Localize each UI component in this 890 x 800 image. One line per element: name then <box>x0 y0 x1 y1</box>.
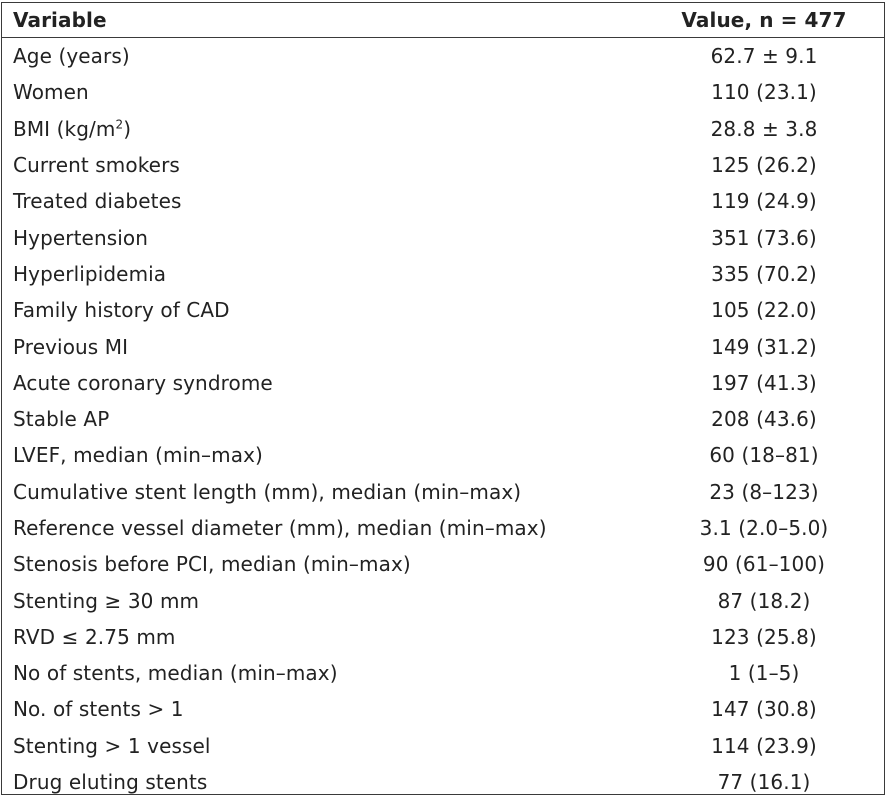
row-value: 62.7 ± 9.1 <box>710 44 818 69</box>
table-row: BMI (kg/m2) 28.8 ± 3.8 <box>2 111 884 147</box>
table-row: Cumulative stent length (mm), median (mi… <box>2 474 884 510</box>
row-value: 208 (43.6) <box>711 407 817 432</box>
row-variable: Acute coronary syndrome <box>2 365 644 401</box>
row-value: 197 (41.3) <box>711 370 817 395</box>
row-variable-text: No of stents, median (min–max) <box>13 661 338 686</box>
row-value: 3.1 (2.0–5.0) <box>699 516 829 540</box>
table-row: Hypertension 351 (73.6) <box>2 219 884 255</box>
row-variable: Hypertension <box>2 219 644 255</box>
table-row: Stable AP 208 (43.6) <box>2 401 884 437</box>
row-value: 105 (22.0) <box>711 298 817 323</box>
row-variable: Stable AP <box>2 401 644 437</box>
row-variable-superscript: 2 <box>115 117 124 132</box>
row-value: 60 (18–81) <box>709 443 819 468</box>
row-variable-text: Drug eluting stents <box>13 770 208 795</box>
row-variable-text: BMI (kg/m <box>13 116 116 141</box>
row-value: 23 (8–123) <box>709 479 819 504</box>
row-variable: Stenosis before PCI, median (min–max) <box>2 546 644 582</box>
row-variable-text: LVEF, median (min–max) <box>13 443 263 468</box>
row-variable: Age (years) <box>2 38 644 75</box>
row-value: 77 (16.1) <box>717 770 811 795</box>
row-variable-suffix: ) <box>123 116 132 141</box>
row-value: 90 (61–100) <box>702 552 826 577</box>
row-variable: BMI (kg/m2) <box>2 111 644 147</box>
table-body: Age (years) 62.7 ± 9.1 Women 110 (23.1) BMI … <box>2 38 884 800</box>
row-value: 335 (70.2) <box>711 261 817 286</box>
table-row: Acute coronary syndrome 197 (41.3) <box>2 365 884 401</box>
table-row: No. of stents > 1 147 (30.8) <box>2 691 884 727</box>
row-variable-text: Current smokers <box>13 153 180 178</box>
row-variable-text: No. of stents > 1 <box>13 697 184 722</box>
row-variable-text: Family history of CAD <box>13 298 230 323</box>
header-value: Value, n = 477 <box>644 3 884 38</box>
row-variable-text: Age (years) <box>13 44 130 69</box>
row-variable-text: Treated diabetes <box>13 189 182 214</box>
table-row: Hyperlipidemia 335 (70.2) <box>2 256 884 292</box>
table-row: Stenting ≥ 30 mm 87 (18.2) <box>2 582 884 618</box>
table-row: Reference vessel diameter (mm), median (… <box>2 510 884 546</box>
row-variable: Treated diabetes <box>2 183 644 219</box>
row-variable: Reference vessel diameter (mm), median (… <box>2 510 644 546</box>
row-variable-text: Hyperlipidemia <box>13 261 167 286</box>
table-row: Previous MI 149 (31.2) <box>2 328 884 364</box>
row-value: 87 (18.2) <box>717 588 811 613</box>
row-value: 123 (25.8) <box>711 624 817 649</box>
row-variable: Stenting ≥ 30 mm <box>2 582 644 618</box>
table-row: Age (years) 62.7 ± 9.1 <box>2 38 884 75</box>
header-variable: Variable <box>2 3 644 38</box>
row-variable: No. of stents > 1 <box>2 691 644 727</box>
table-row: Drug eluting stents 77 (16.1) <box>2 764 884 800</box>
row-variable-text: Women <box>13 80 89 105</box>
row-variable: Hyperlipidemia <box>2 256 644 292</box>
row-variable: No of stents, median (min–max) <box>2 655 644 691</box>
row-variable-text: Stenosis before PCI, median (min–max) <box>13 552 411 577</box>
baseline-characteristics-table: Variable Value, n = 477 Age (years) 62.7 … <box>2 3 884 800</box>
row-variable: LVEF, median (min–max) <box>2 437 644 473</box>
row-variable-text: Previous MI <box>13 334 129 359</box>
row-variable-text: RVD ≤ 2.75 mm <box>13 624 176 649</box>
row-variable-text: Hypertension <box>13 225 149 250</box>
table-row: RVD ≤ 2.75 mm 123 (25.8) <box>2 619 884 655</box>
table-row: Stenting > 1 vessel 114 (23.9) <box>2 728 884 764</box>
table-row: Current smokers 125 (26.2) <box>2 147 884 183</box>
table-row: Women 110 (23.1) <box>2 74 884 110</box>
row-value: 147 (30.8) <box>711 697 817 722</box>
table-row: Stenosis before PCI, median (min–max) 90 … <box>2 546 884 582</box>
table-row: Family history of CAD 105 (22.0) <box>2 292 884 328</box>
row-value: 119 (24.9) <box>711 189 817 214</box>
row-variable-text: Stenting > 1 vessel <box>13 733 211 758</box>
row-variable-text: Stable AP <box>13 407 110 432</box>
row-variable: Cumulative stent length (mm), median (mi… <box>2 474 644 510</box>
row-variable: RVD ≤ 2.75 mm <box>2 619 644 655</box>
row-value: 1 (1–5) <box>728 661 800 686</box>
row-variable: Previous MI <box>2 328 644 364</box>
row-value: 351 (73.6) <box>711 225 817 250</box>
table-row: No of stents, median (min–max) 1 (1–5) <box>2 655 884 691</box>
row-value: 28.8 ± 3.8 <box>710 116 818 141</box>
row-value: 110 (23.1) <box>711 80 817 105</box>
row-value: 125 (26.2) <box>711 153 817 178</box>
row-value: 149 (31.2) <box>711 334 817 359</box>
row-variable-text: Stenting ≥ 30 mm <box>13 588 200 613</box>
row-variable-text: Reference vessel diameter (mm), median (… <box>13 516 547 540</box>
table-header: Variable Value, n = 477 <box>2 3 884 38</box>
row-variable-text: Cumulative stent length (mm), median (mi… <box>13 479 522 504</box>
row-value: 114 (23.9) <box>711 733 817 758</box>
table-row: LVEF, median (min–max) 60 (18–81) <box>2 437 884 473</box>
row-variable: Women <box>2 74 644 110</box>
row-variable: Current smokers <box>2 147 644 183</box>
row-variable-text: Acute coronary syndrome <box>13 370 273 395</box>
row-variable: Drug eluting stents <box>2 764 644 800</box>
row-variable: Family history of CAD <box>2 292 644 328</box>
table-row: Treated diabetes 119 (24.9) <box>2 183 884 219</box>
header-row: Variable Value, n = 477 <box>2 3 884 38</box>
row-variable: Stenting > 1 vessel <box>2 728 644 764</box>
